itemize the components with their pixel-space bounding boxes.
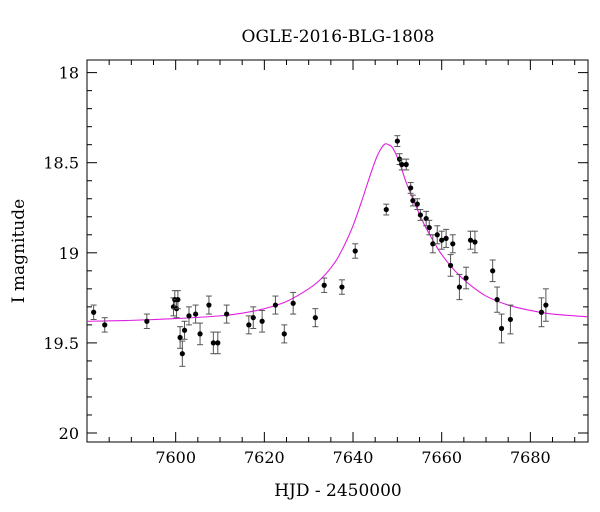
data-point [197, 331, 203, 337]
data-point [414, 201, 420, 207]
x-tick-label: 7660 [421, 448, 462, 467]
data-point [399, 161, 405, 168]
data-point [467, 237, 474, 243]
data-point [250, 315, 256, 321]
data-point [206, 302, 212, 308]
y-axis-label: I magnitude [9, 199, 29, 303]
data-point [215, 340, 221, 346]
plot-frame [86, 59, 589, 443]
data-point [490, 268, 496, 274]
y-tick-label: 19.5 [43, 334, 79, 353]
data-point [439, 237, 445, 243]
data-point [193, 311, 199, 317]
data-point [434, 232, 440, 238]
data-point [312, 315, 318, 321]
data-point [186, 313, 192, 319]
x-tick-label: 7640 [333, 448, 374, 467]
data-point [450, 241, 456, 247]
data-point [177, 334, 183, 341]
data-point [417, 212, 424, 218]
y-tick-label: 20 [59, 424, 79, 443]
data-point [426, 224, 432, 231]
plot-area: 7600 7620 7640 7660 7680 18 18.5 19 19.5 20 [43, 59, 589, 467]
data-point [463, 275, 469, 281]
data-point [456, 284, 463, 290]
x-tick-label: 7600 [155, 448, 196, 467]
data-point [543, 302, 549, 308]
data-point [447, 262, 454, 269]
data-point [246, 322, 252, 328]
data-point [472, 239, 478, 245]
data-point [494, 297, 500, 303]
data-point [91, 309, 97, 315]
data-point [443, 235, 449, 241]
data-point [290, 300, 296, 306]
y-tick-label: 18 [59, 64, 79, 83]
x-axis-label: HJD - 2450000 [274, 481, 402, 501]
data-point [339, 284, 345, 290]
data-point [507, 316, 514, 323]
data-point [144, 318, 150, 324]
y-tick-label: 18.5 [43, 154, 79, 173]
model-curve [87, 143, 588, 322]
data-point [403, 161, 409, 168]
data-point [102, 322, 108, 328]
data-point [259, 318, 265, 324]
data-point [394, 138, 400, 144]
chart-title: OGLE-2016-BLG-1808 [242, 27, 435, 47]
data-point [210, 340, 216, 346]
data-point [383, 206, 389, 213]
data-point [321, 282, 327, 288]
data-point [538, 309, 545, 315]
data-point [430, 241, 436, 247]
y-tick-label: 19 [59, 244, 79, 263]
data-point [352, 248, 358, 254]
data-point [410, 197, 416, 204]
x-tick-label: 7620 [244, 448, 285, 467]
data-point [181, 327, 188, 333]
data-point [175, 297, 181, 303]
x-tick-label: 7680 [510, 448, 551, 467]
data-point [179, 351, 185, 357]
data-point [423, 215, 429, 222]
data-point [281, 331, 287, 337]
data-point [224, 311, 230, 317]
data-point [408, 185, 414, 191]
data-point [498, 325, 505, 332]
data-point [272, 302, 279, 308]
